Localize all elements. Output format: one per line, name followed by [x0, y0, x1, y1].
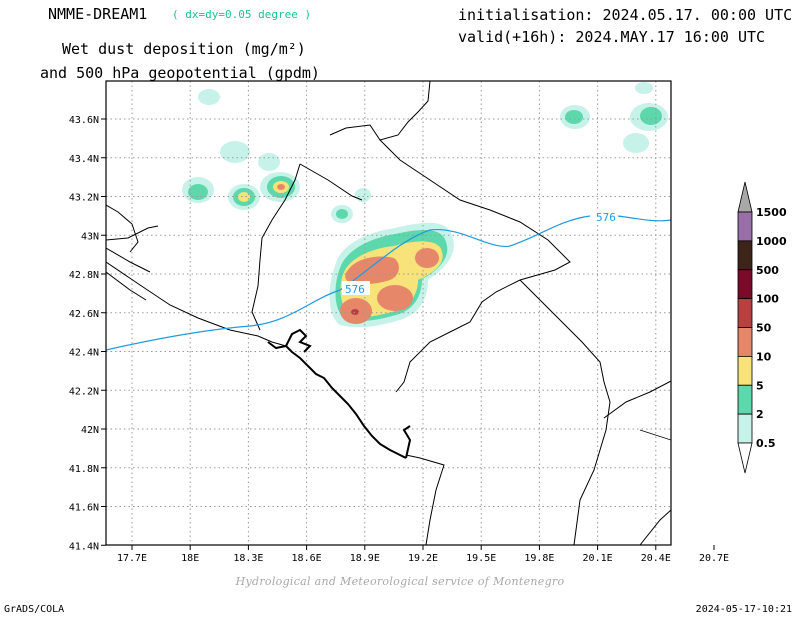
contour-label-bg-east [590, 209, 618, 223]
lon-tick-label: 18.3E [233, 553, 263, 564]
lon-tick-label: 19.5E [466, 553, 496, 564]
latitude-axis: 43.6N 43.4N 43.2N 43N 42.8N 42.6N 42.4N 42.2N 42… [69, 115, 106, 552]
legend-swatch [737, 327, 753, 357]
legend-swatch [737, 240, 753, 271]
lon-tick-label: 19.2E [408, 553, 438, 564]
deposition-level-50 [351, 309, 359, 315]
legend-top-arrow [737, 181, 753, 213]
credit-line: Hydrological and Meteorological service … [235, 575, 565, 588]
lat-tick-label: 43.4N [69, 154, 99, 165]
lon-tick-label: 19.8E [524, 553, 554, 564]
legend-label: 500 [756, 264, 779, 277]
valid-time: valid(+16h): 2024.MAY.17 16:00 UTC [458, 28, 766, 46]
lat-tick-label: 41.8N [69, 464, 99, 475]
contour-label-east: 576 [596, 211, 616, 224]
legend-swatch [737, 298, 753, 328]
legend-bottom-arrow [737, 442, 753, 474]
lat-tick-label: 42.8N [69, 270, 99, 281]
contour-label-west: 576 [345, 283, 365, 296]
legend-swatch [737, 384, 753, 415]
lon-tick-label: 18.9E [350, 553, 380, 564]
lon-tick-label: 20.1E [583, 553, 613, 564]
lon-tick-label: 20.7E [699, 553, 729, 564]
lon-tick-label: 18E [181, 553, 199, 564]
legend-label: 2 [756, 408, 764, 421]
montenegro-coast [267, 328, 412, 459]
coastline-and-borders [106, 81, 671, 545]
lat-tick-label: 42.6N [69, 309, 99, 320]
legend-label: 1000 [756, 235, 787, 248]
creation-timestamp: 2024-05-17-10:21 [695, 604, 792, 615]
lat-tick-label: 41.4N [69, 541, 99, 552]
variable-title-line1: Wet dust deposition (mg/m²) [62, 40, 306, 58]
lon-tick-label: 20.4E [641, 553, 671, 564]
lat-tick-label: 43.6N [69, 115, 99, 126]
color-legend: 1500 1000 500 100 50 10 5 2 0.5 [737, 181, 787, 474]
geopotential-contour-576 [106, 214, 671, 351]
legend-label: 100 [756, 293, 779, 306]
lat-tick-label: 42.4N [69, 348, 99, 359]
legend-swatch [737, 355, 753, 386]
legend-swatch [737, 211, 753, 242]
map-gridlines [106, 81, 671, 545]
legend-label: 1500 [756, 206, 787, 219]
model-title: NMME-DREAM1 [48, 5, 148, 23]
legend-label: 10 [756, 350, 772, 363]
lat-tick-label: 42.2N [69, 386, 99, 397]
initialisation-time: initialisation: 2024.05.17. 00:00 UTC [458, 6, 793, 24]
lon-tick-label: 17.7E [117, 553, 147, 564]
lat-tick-label: 43N [81, 231, 99, 242]
variable-title-line2: and 500 hPa geopotential (gpdm) [40, 64, 320, 82]
software-label: GrADS/COLA [4, 604, 65, 615]
legend-swatch [737, 269, 753, 300]
lat-tick-label: 42N [81, 425, 99, 436]
lon-tick-label: 18.6E [292, 553, 322, 564]
lat-tick-label: 43.2N [69, 193, 99, 204]
longitude-axis: 17.7E 18E 18.3E 18.6E 18.9E 19.2E 19.5E 19.8E 20… [117, 545, 729, 564]
resolution-note: ( dx=dy=0.05 degree ) [172, 8, 312, 21]
contour-label-bg-west [342, 281, 370, 295]
legend-label: 0.5 [756, 437, 776, 450]
lat-tick-label: 41.6N [69, 503, 99, 514]
legend-swatch [737, 413, 753, 444]
legend-label: 50 [756, 322, 772, 335]
legend-label: 5 [756, 379, 764, 392]
